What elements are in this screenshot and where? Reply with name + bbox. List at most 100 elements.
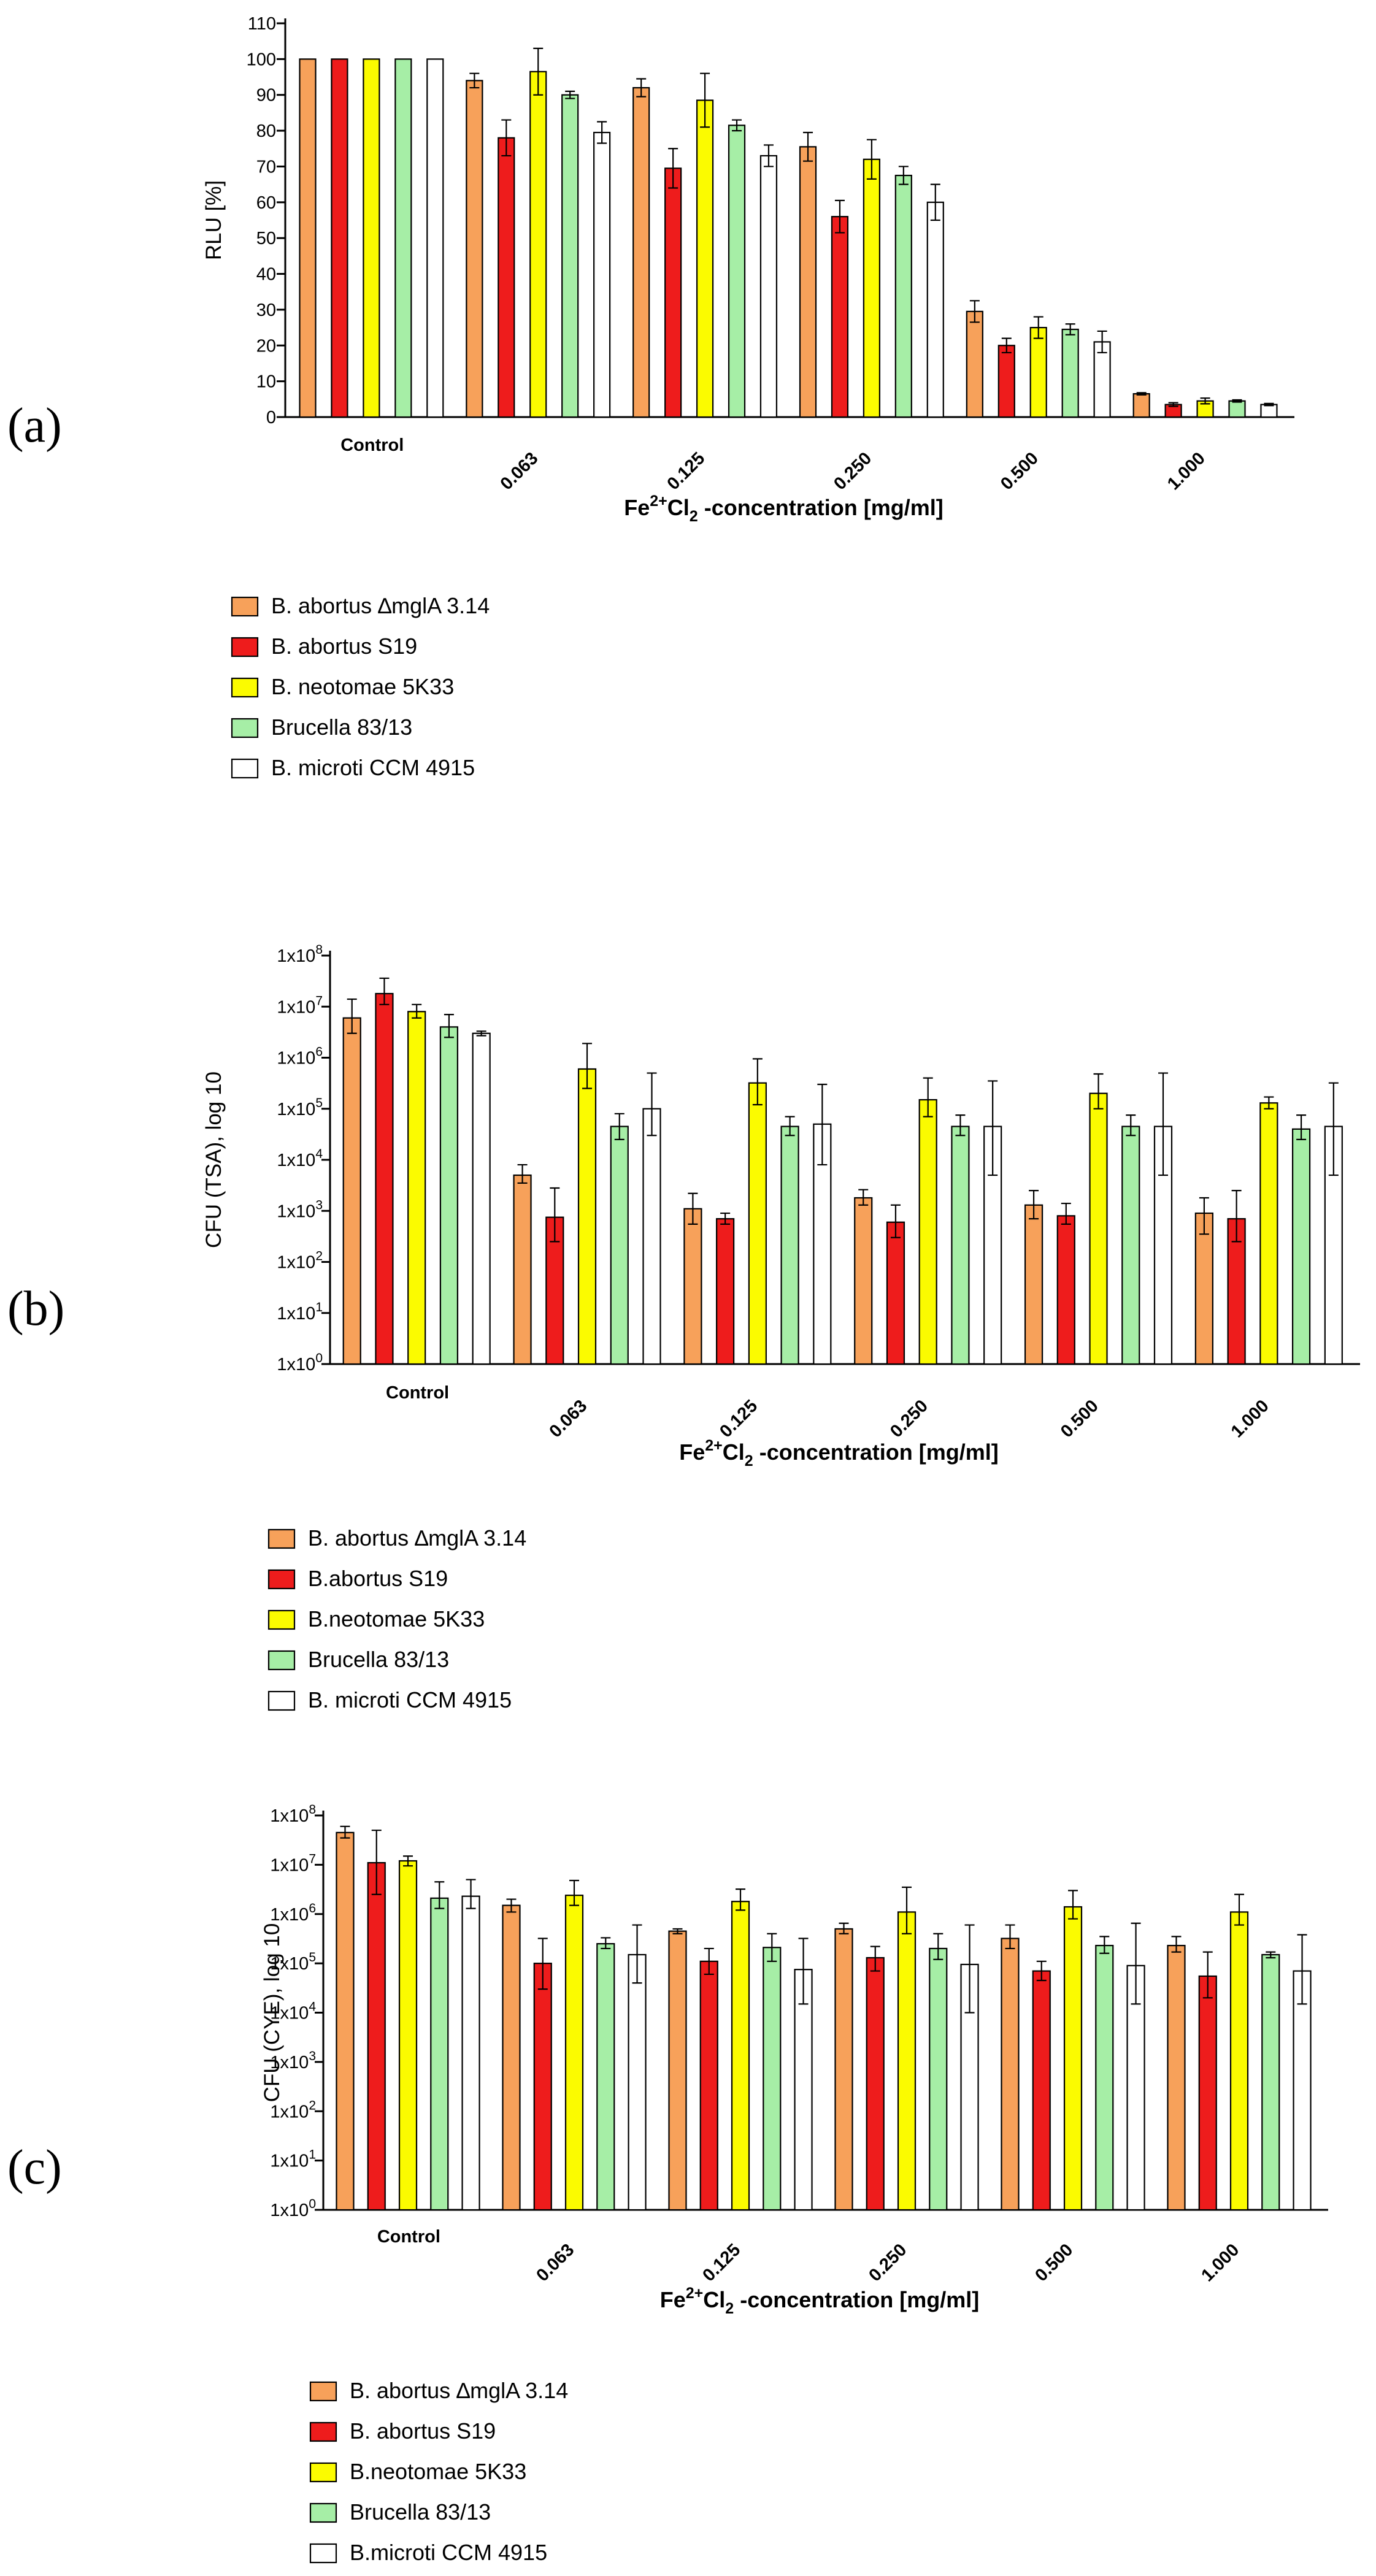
bar-b-s0-c1 [513, 1174, 532, 1365]
y-tick-label: 60 [256, 193, 276, 213]
bar-c-s2-c5 [1229, 1911, 1249, 2211]
x-tick-label: 0.500 [1057, 1396, 1102, 1441]
x-label-part: Cl [667, 495, 690, 520]
y-tick-label: 1x108 [270, 1803, 316, 1826]
legend-swatch-0 [309, 2381, 337, 2402]
y-tick-label: 1x105 [270, 1950, 316, 1974]
bar-c-s3-c2 [763, 1947, 782, 2211]
x-tick-label: 0.250 [830, 448, 875, 494]
chart-panel-b: (b)1x1001x1011x1021x1031x1041x1051x1061x… [7, 943, 1360, 1712]
legend-label-3: Brucella 83/13 [350, 2499, 491, 2524]
bar-c-s0-c4 [1001, 1938, 1020, 2211]
bar-b-s0-c5 [1194, 1212, 1213, 1365]
legend-swatch-0 [267, 1528, 296, 1549]
panel-label: (a) [7, 399, 62, 453]
x-tick-label: Control [340, 435, 404, 455]
bar-b-s2-c1 [577, 1068, 597, 1365]
y-tick-label: 1x106 [277, 1045, 323, 1068]
x-tick-label: 0.063 [497, 448, 542, 494]
x-label-part: Fe [624, 495, 650, 520]
bar-a-s2-c2 [696, 99, 714, 418]
bar-b-s4-c2 [813, 1123, 832, 1365]
y-tick-label: 1x105 [277, 1096, 323, 1119]
y-tick-exponent: 5 [309, 1950, 316, 1965]
y-tick-base: 1x10 [277, 1100, 315, 1119]
bar-c-s4-c5 [1293, 1970, 1312, 2211]
bar-b-s1-c3 [886, 1221, 905, 1365]
bar-a-s3-c4 [1061, 328, 1079, 418]
panel-label: (b) [7, 1282, 64, 1336]
bar-c-s0-c0 [336, 1831, 355, 2211]
y-tick-label: 20 [256, 336, 276, 356]
legend-label-4: B.microti CCM 4915 [350, 2540, 547, 2565]
bar-b-s2-c5 [1259, 1102, 1278, 1365]
legend-label-3: Brucella 83/13 [271, 715, 412, 740]
bar-b-s3-c4 [1121, 1125, 1140, 1365]
bar-b-s1-c4 [1056, 1215, 1075, 1365]
legend-label-3: Brucella 83/13 [308, 1647, 449, 1672]
y-tick-label: 1x107 [270, 1852, 316, 1875]
legend-swatch-3 [231, 718, 259, 738]
y-tick-exponent: 3 [315, 1198, 323, 1212]
y-axis-label: CFU (CYE), log 10 [260, 1923, 284, 2103]
bar-b-s0-c2 [683, 1208, 702, 1365]
x-tick-label: 0.125 [699, 2240, 744, 2285]
y-tick-label: 100 [247, 50, 276, 69]
bar-c-s2-c4 [1063, 1906, 1083, 2211]
bar-a-s4-c2 [759, 155, 778, 418]
y-tick-exponent: 8 [315, 943, 323, 957]
legend-swatch-1 [309, 2421, 337, 2442]
x-tick-label: 1.000 [1197, 2240, 1243, 2285]
bar-a-s4-c4 [1093, 341, 1111, 418]
bar-a-s0-c5 [1132, 393, 1150, 418]
legend-swatch-2 [309, 2462, 337, 2483]
bar-c-s4-c1 [628, 1953, 647, 2211]
y-tick-label: 1x104 [277, 1147, 323, 1170]
legend-label-1: B.abortus S19 [308, 1566, 448, 1591]
x-tick-label: 1.000 [1228, 1396, 1273, 1441]
legend-swatch-0 [231, 596, 259, 617]
y-tick-exponent: 6 [309, 1901, 316, 1915]
bar-b-s2-c4 [1089, 1092, 1108, 1365]
bar-c-s3-c1 [596, 1943, 615, 2211]
y-tick-label: 70 [256, 157, 276, 177]
bar-b-s3-c3 [951, 1125, 970, 1365]
y-tick-label: 1x101 [277, 1300, 323, 1324]
bar-a-s4-c5 [1260, 404, 1278, 418]
bar-b-s3-c2 [780, 1125, 799, 1365]
bar-c-s3-c5 [1261, 1953, 1280, 2211]
bar-a-s3-c3 [894, 174, 912, 418]
bar-a-s4-c0 [426, 58, 444, 418]
y-tick-exponent: 0 [309, 2197, 316, 2211]
y-tick-label: 40 [256, 265, 276, 285]
bar-b-s1-c2 [716, 1218, 735, 1365]
x-label-superscript: 2+ [650, 493, 667, 510]
bar-a-s0-c2 [632, 86, 650, 418]
x-label-subscript: 2 [745, 1452, 753, 1470]
bar-a-s0-c1 [466, 80, 483, 418]
legend-swatch-4 [231, 758, 259, 779]
bar-c-s3-c0 [430, 1897, 449, 2211]
y-tick-label: 50 [256, 229, 276, 248]
bar-c-s4-c0 [461, 1895, 480, 2211]
legend-swatch-2 [231, 677, 259, 698]
y-tick-label: 1x107 [277, 994, 323, 1017]
bar-a-s2-c5 [1196, 400, 1214, 418]
bar-c-s1-c0 [367, 1861, 386, 2211]
x-axis-label: Fe2+Cl2 -concentration [mg/ml] [679, 1437, 998, 1470]
y-tick-base: 1x10 [270, 1806, 309, 1826]
y-tick-label: 110 [248, 14, 276, 34]
y-tick-base: 1x10 [270, 2004, 309, 2023]
bar-a-s0-c0 [299, 58, 317, 418]
y-tick-exponent: 8 [309, 1803, 316, 1817]
legend-swatch-4 [267, 1690, 296, 1711]
y-tick-base: 1x10 [277, 1355, 315, 1374]
x-tick-label: Control [377, 2227, 440, 2247]
bar-b-s3-c5 [1291, 1128, 1311, 1365]
y-tick-exponent: 4 [315, 1147, 323, 1161]
x-label-superscript: 2+ [686, 2285, 704, 2302]
bar-a-s0-c4 [966, 310, 983, 418]
x-tick-label: 0.250 [865, 2240, 910, 2285]
legend-swatch-4 [309, 2543, 337, 2564]
